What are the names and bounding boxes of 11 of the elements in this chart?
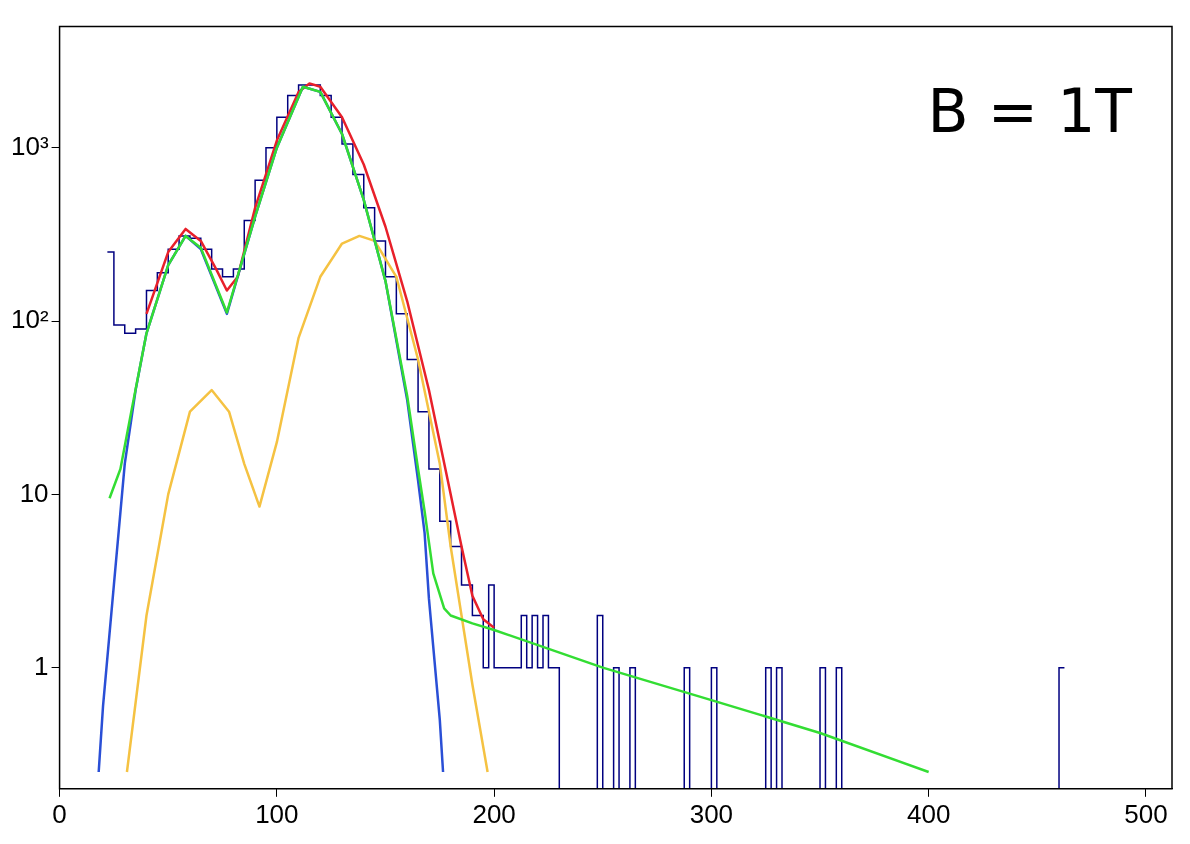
x-tick-label: 0 [52,798,67,829]
x-tick-label: 100 [255,798,299,829]
x-tick-label: 400 [906,798,951,829]
annotation: B = 1T [927,76,1133,147]
x-tick-label: 300 [689,798,734,829]
x-tick-label: 200 [472,798,516,829]
y-tick-label: 10² [11,304,49,335]
x-tick-label: 500 [1124,798,1168,829]
y-tick-label: 10³ [11,130,49,161]
y-tick-label: 10 [19,477,49,508]
y-tick-label: 1 [34,650,49,681]
